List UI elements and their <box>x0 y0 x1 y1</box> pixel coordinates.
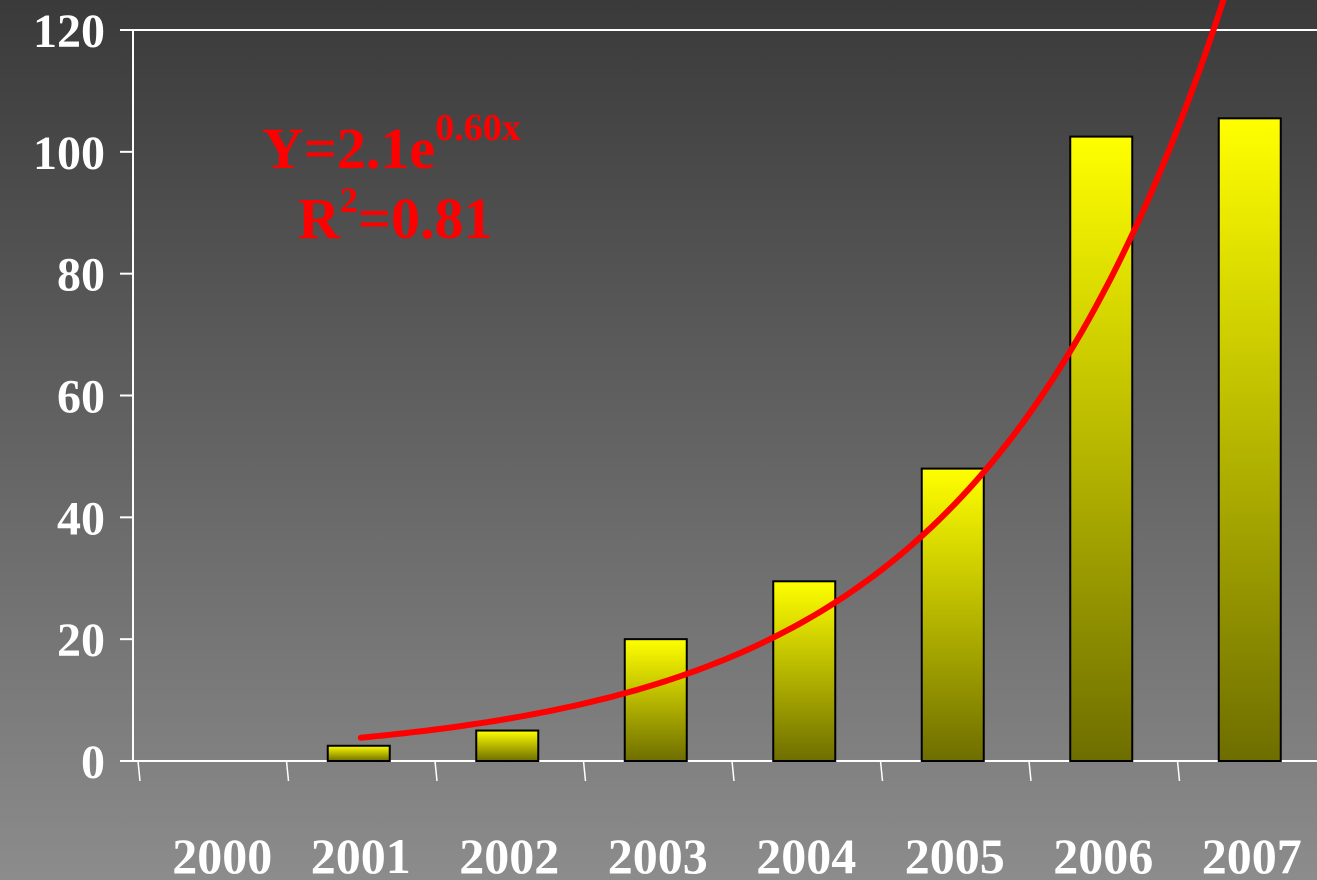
bar <box>1217 117 1282 763</box>
x-tick-label: 2000 <box>172 828 272 880</box>
y-tick-label: 60 <box>57 371 105 424</box>
equation-exponent: 0.60x <box>435 107 521 149</box>
equation: Y=2.1e <box>262 116 435 181</box>
x-tick-label: 2004 <box>756 828 856 880</box>
x-tick-label: 2007 <box>1202 828 1302 880</box>
r2-prefix: R <box>298 186 341 251</box>
r2-superscript: 2 <box>340 180 358 220</box>
bar <box>623 638 688 763</box>
x-tick-mark <box>731 760 735 782</box>
bar <box>920 467 985 762</box>
trendline <box>357 0 1227 741</box>
annotation-r2: R2=0.81 <box>298 180 492 251</box>
bar <box>1069 135 1134 762</box>
bar <box>326 744 391 762</box>
y-tick-label: 20 <box>57 614 105 667</box>
r2-value: =0.81 <box>358 186 493 251</box>
x-tick-mark <box>879 760 884 782</box>
y-tick-label: 0 <box>81 736 105 789</box>
y-tick-label: 100 <box>33 127 105 180</box>
x-tick-label: 2002 <box>459 828 559 880</box>
x-tick-mark <box>434 760 438 782</box>
x-tick-label: 2005 <box>905 828 1005 880</box>
x-tick-mark <box>1028 760 1032 782</box>
annotation-equation: Y=2.1e0.60x <box>262 107 521 181</box>
x-tick-mark <box>285 760 290 782</box>
x-tick-label: 2001 <box>311 828 411 880</box>
y-tick-label: 120 <box>33 5 105 58</box>
y-tick-label: 80 <box>57 249 105 302</box>
trendline-group <box>357 0 1227 741</box>
x-tick-mark <box>1176 760 1181 782</box>
x-tick-label: 2006 <box>1053 828 1153 880</box>
x-tick-label: 2003 <box>608 828 708 880</box>
y-tick-label: 40 <box>57 492 105 545</box>
x-tick-mark <box>582 760 587 782</box>
bar <box>475 729 540 763</box>
x-tick-mark <box>137 760 141 782</box>
